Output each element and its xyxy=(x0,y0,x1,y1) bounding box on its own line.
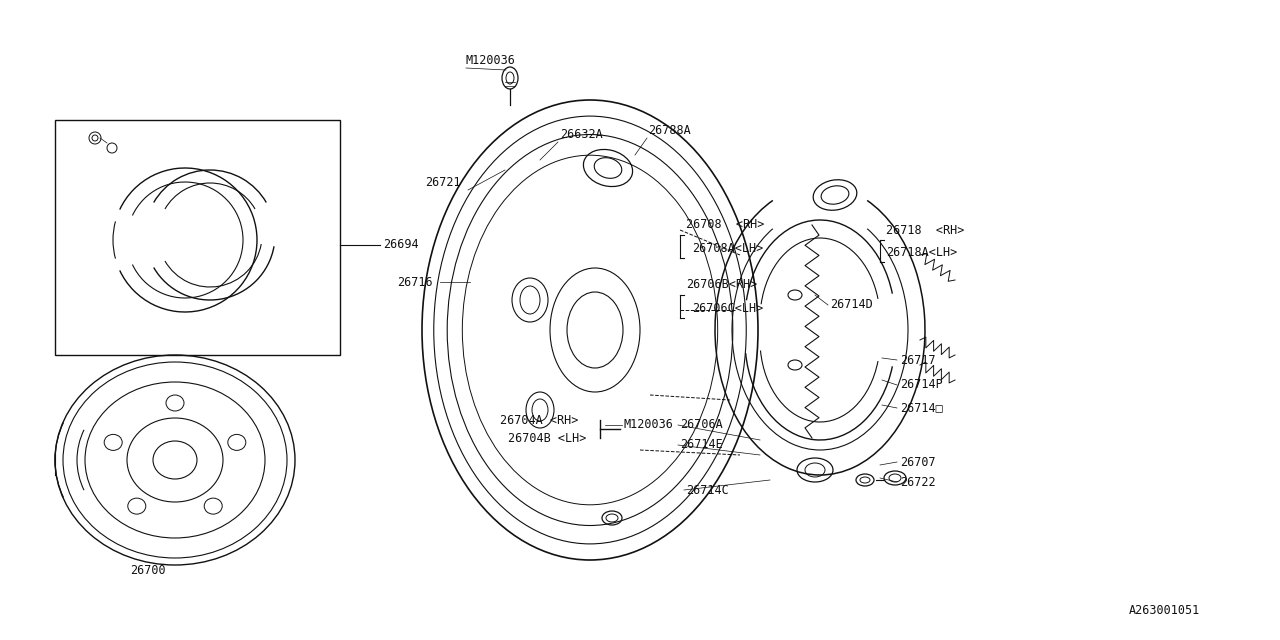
Text: 26714E: 26714E xyxy=(680,438,723,451)
Bar xyxy=(55,120,340,355)
Text: M120036: M120036 xyxy=(466,54,516,67)
Text: 26721: 26721 xyxy=(425,175,461,189)
Text: 26700: 26700 xyxy=(131,563,165,577)
Text: 26717: 26717 xyxy=(900,353,936,367)
Text: 26708  <RH>: 26708 <RH> xyxy=(686,218,764,232)
Text: 26714D: 26714D xyxy=(829,298,873,312)
Text: 26704A <RH>: 26704A <RH> xyxy=(500,413,579,426)
Text: 26694: 26694 xyxy=(383,239,419,252)
Text: 26716: 26716 xyxy=(397,275,433,289)
Text: 26718A<LH>: 26718A<LH> xyxy=(886,246,957,259)
Text: 26706C<LH>: 26706C<LH> xyxy=(692,301,763,314)
Text: M120036: M120036 xyxy=(625,419,673,431)
Text: 26704B <LH>: 26704B <LH> xyxy=(508,431,586,445)
Text: 26714P: 26714P xyxy=(900,378,943,392)
Text: 26714□: 26714□ xyxy=(900,401,943,415)
Text: 26708A<LH>: 26708A<LH> xyxy=(692,241,763,255)
Text: 26788A: 26788A xyxy=(648,124,691,136)
Text: 26632A: 26632A xyxy=(561,129,603,141)
Text: A263001051: A263001051 xyxy=(1129,604,1201,616)
Text: 26706A: 26706A xyxy=(680,419,723,431)
Text: 26722: 26722 xyxy=(900,476,936,488)
Text: 26707: 26707 xyxy=(900,456,936,468)
Text: 26714C: 26714C xyxy=(686,483,728,497)
Text: 26718  <RH>: 26718 <RH> xyxy=(886,223,964,237)
Text: 26706B<RH>: 26706B<RH> xyxy=(686,278,758,291)
